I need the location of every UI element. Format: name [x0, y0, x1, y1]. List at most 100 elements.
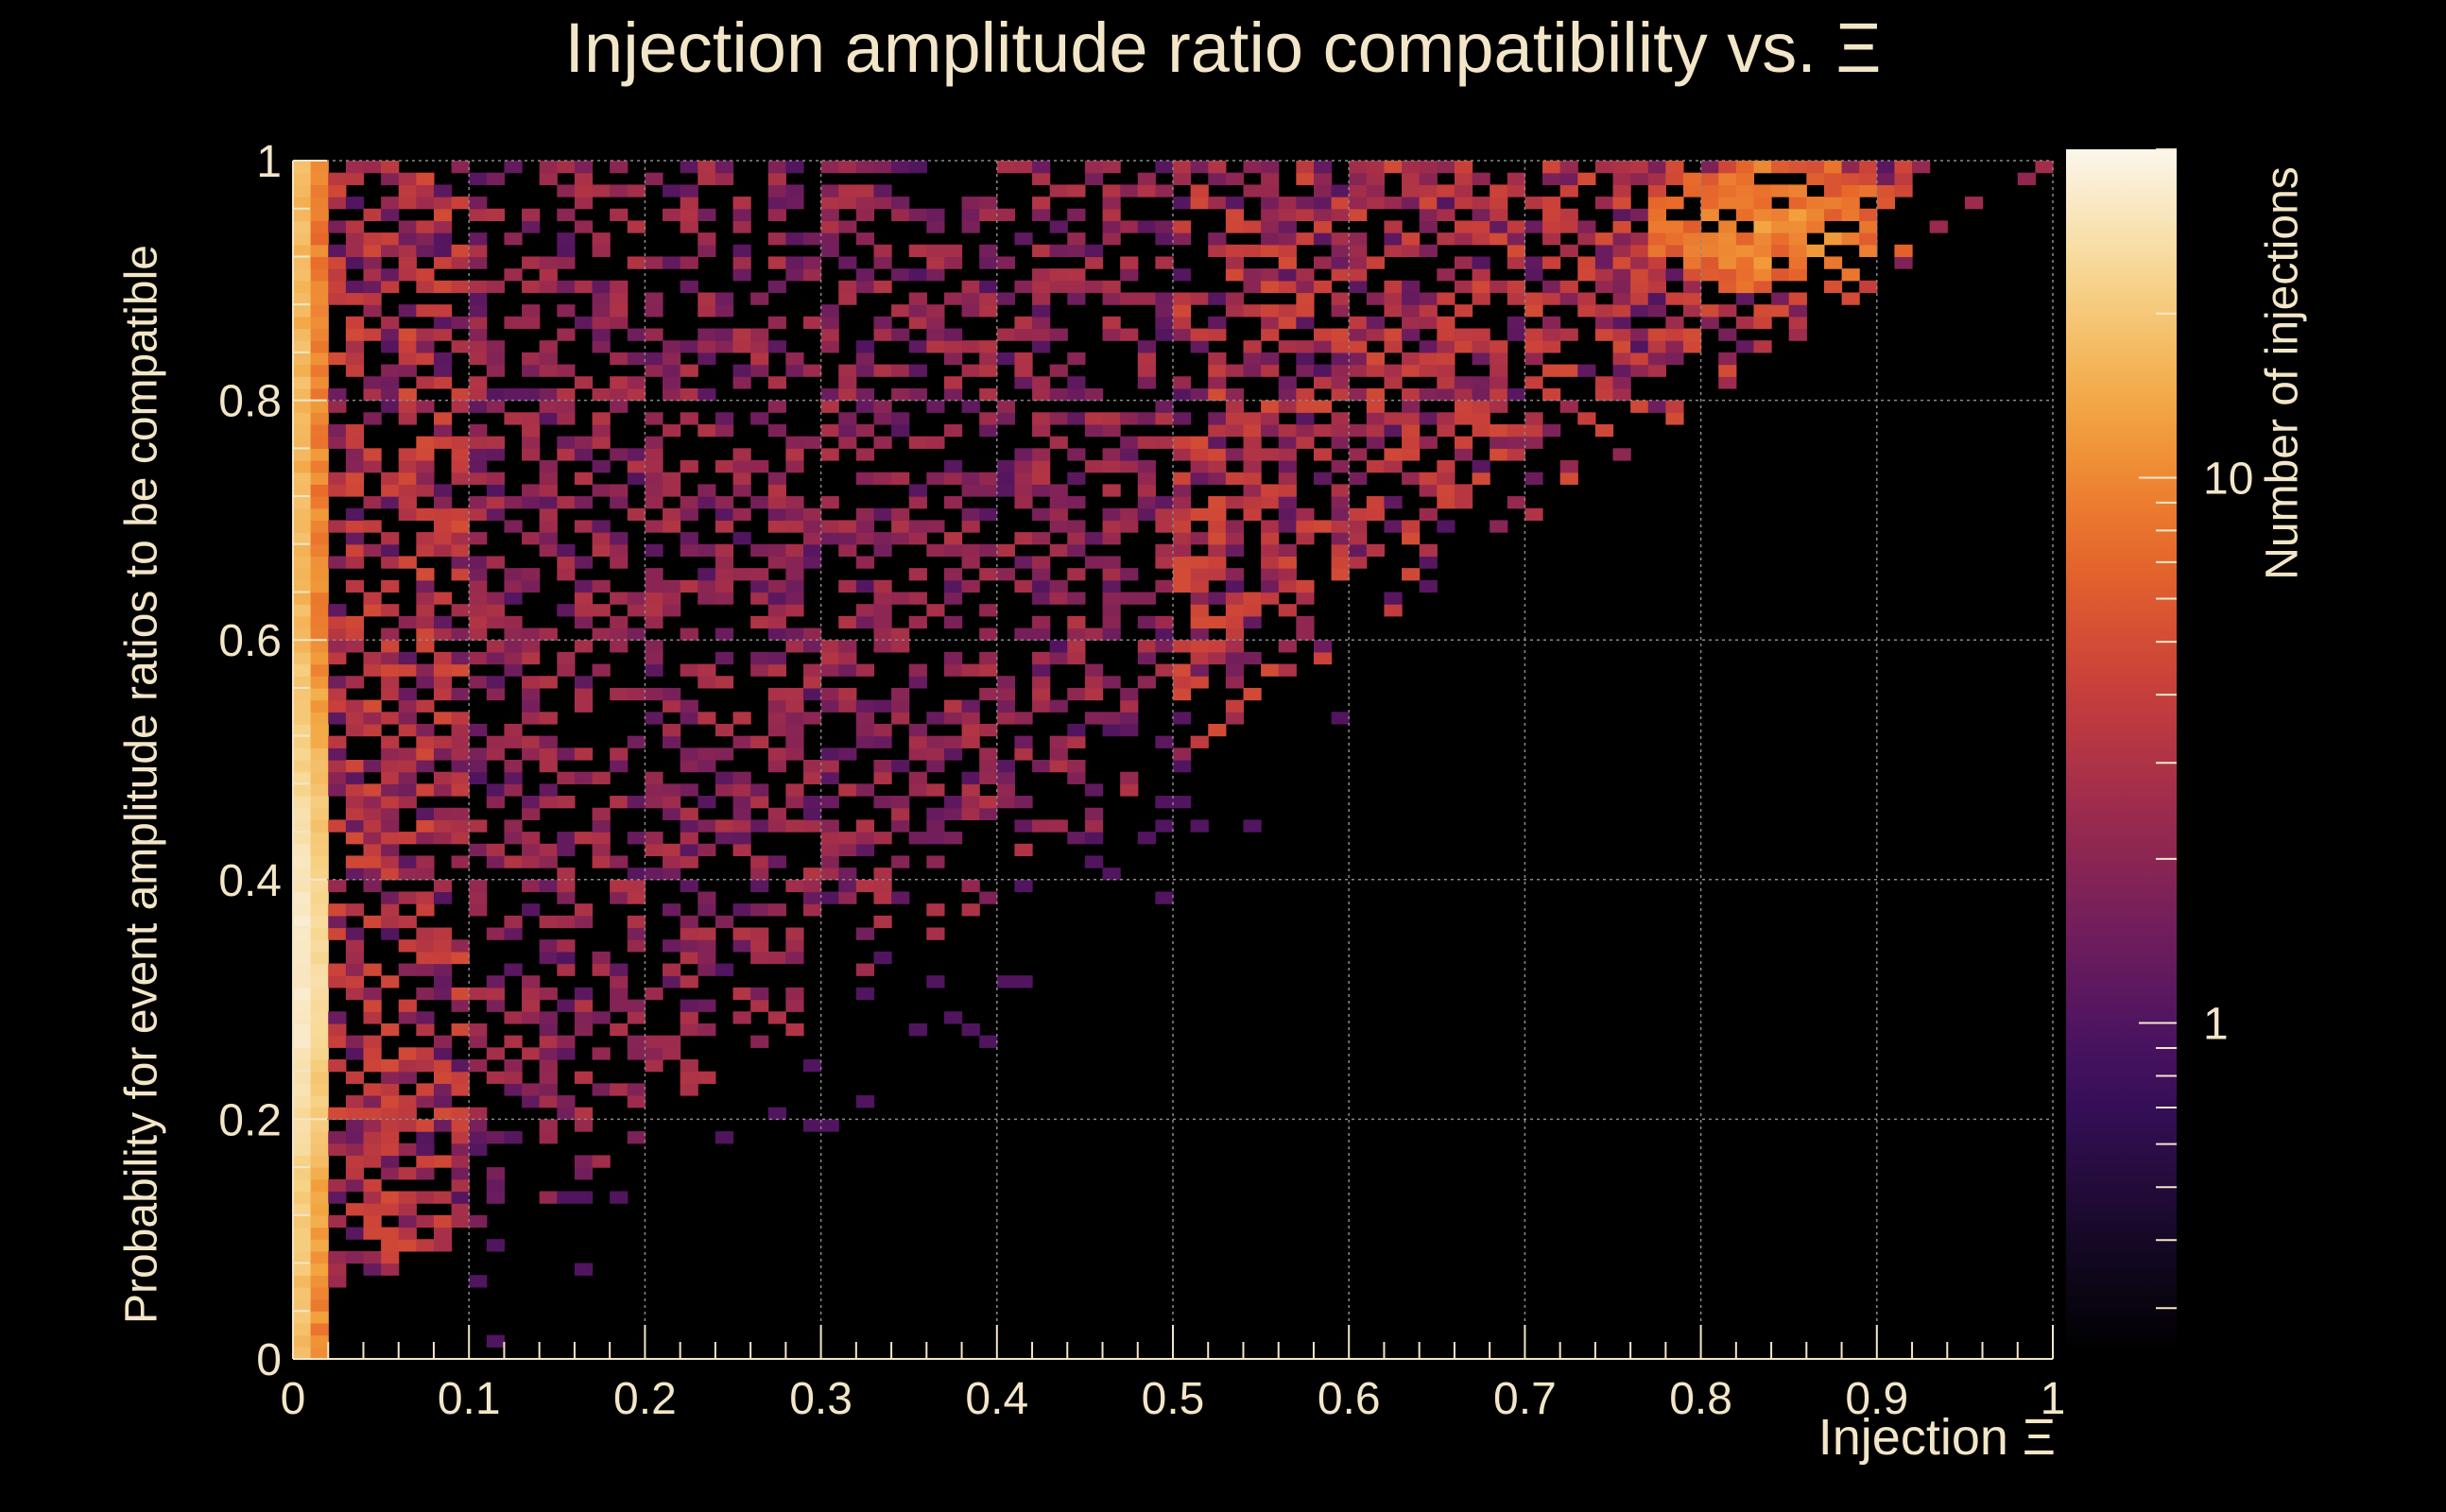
heatmap-cell: [1384, 197, 1403, 210]
heatmap-cell: [785, 783, 804, 797]
heatmap-cell: [979, 796, 998, 809]
heatmap-cell: [1102, 604, 1121, 617]
heatmap-cell: [1402, 412, 1421, 425]
heatmap-cell: [1261, 280, 1280, 294]
heatmap-cell: [1402, 568, 1421, 581]
heatmap-cell: [961, 292, 980, 305]
heatmap-cell: [1120, 520, 1139, 533]
heatmap-cell: [627, 1011, 646, 1024]
heatmap-cell: [345, 256, 365, 269]
heatmap-cell: [1067, 387, 1086, 402]
heatmap-cell: [328, 520, 347, 533]
heatmap-cell: [1402, 280, 1421, 294]
heatmap-cell: [1155, 184, 1174, 198]
heatmap-cell: [1788, 161, 1807, 174]
heatmap-cell: [979, 627, 998, 641]
heatmap-cell: [1190, 663, 1209, 677]
heatmap-cell: [328, 879, 347, 893]
heatmap-cell: [715, 651, 734, 665]
heatmap-cell: [732, 220, 751, 233]
heatmap-cell: [469, 1131, 488, 1144]
heatmap-cell: [750, 651, 769, 665]
heatmap-cell: [926, 400, 945, 413]
heatmap-cell: [1296, 532, 1315, 545]
heatmap-cell: [1454, 412, 1473, 425]
heatmap-cell: [1173, 197, 1192, 210]
heatmap-cell: [310, 1083, 329, 1096]
heatmap-cell: [574, 1119, 594, 1132]
heatmap-cell: [855, 197, 875, 210]
heatmap-cell: [1384, 304, 1403, 318]
heatmap-cell: [1225, 676, 1245, 689]
heatmap-cell: [1594, 316, 1614, 330]
heatmap-cell: [557, 951, 576, 965]
heatmap-cell: [328, 1059, 347, 1073]
heatmap-cell: [943, 651, 963, 665]
heatmap-cell: [451, 1107, 470, 1120]
heatmap-cell: [1067, 615, 1086, 629]
heatmap-cell: [1067, 280, 1086, 294]
heatmap-cell: [1032, 699, 1051, 713]
heatmap-cell: [961, 484, 980, 497]
heatmap-cell: [1771, 292, 1790, 305]
heatmap-cell: [627, 328, 646, 341]
heatmap-cell: [1155, 292, 1174, 305]
heatmap-cell: [1190, 161, 1209, 174]
heatmap-cell: [1437, 268, 1456, 282]
heatmap-cell: [469, 280, 488, 294]
heatmap-cell: [610, 556, 629, 569]
heatmap-cell: [1014, 735, 1033, 748]
heatmap-cell: [310, 1047, 329, 1060]
heatmap-cell: [363, 819, 382, 833]
heatmap-cell: [1067, 412, 1086, 425]
heatmap-cell: [522, 579, 541, 593]
heatmap-cell: [557, 280, 576, 294]
heatmap-cell: [979, 891, 998, 904]
heatmap-cell: [1102, 328, 1121, 341]
heatmap-cell: [328, 1143, 347, 1157]
heatmap-cell: [1402, 232, 1421, 246]
heatmap-cell: [345, 760, 365, 773]
heatmap-cell: [293, 939, 312, 953]
heatmap-cell: [557, 543, 576, 558]
heatmap-cell: [433, 352, 453, 366]
heatmap-cell: [680, 1059, 698, 1073]
heatmap-cell: [698, 843, 716, 857]
heatmap-cell: [363, 1059, 382, 1073]
heatmap-cell: [381, 232, 400, 246]
heatmap-cell: [433, 1071, 453, 1084]
heatmap-cell: [1014, 232, 1033, 246]
heatmap-cell: [363, 651, 382, 665]
heatmap-cell: [433, 328, 453, 341]
heatmap-cell: [1225, 268, 1245, 282]
heatmap-cell: [1647, 364, 1666, 377]
heatmap-cell: [1682, 220, 1702, 233]
heatmap-cell: [698, 1071, 716, 1084]
heatmap-cell: [891, 796, 910, 809]
heatmap-cell: [293, 1322, 312, 1336]
heatmap-cell: [767, 760, 786, 773]
heatmap-cell: [345, 543, 365, 558]
heatmap-cell: [363, 268, 382, 282]
heatmap-cell: [1102, 484, 1121, 497]
heatmap-cell: [345, 316, 365, 330]
heatmap-cell: [293, 760, 312, 773]
heatmap-cell: [663, 472, 681, 485]
heatmap-cell: [363, 855, 382, 868]
heatmap-cell: [820, 184, 839, 198]
heatmap-cell: [469, 592, 488, 605]
heatmap-cell: [715, 543, 734, 558]
heatmap-cell: [1225, 592, 1245, 605]
heatmap-cell: [1454, 197, 1473, 210]
heatmap-cell: [767, 819, 786, 833]
heatmap-cell: [1155, 819, 1174, 833]
heatmap-cell: [996, 256, 1016, 269]
heatmap-cell: [557, 161, 576, 174]
heatmap-cell: [539, 939, 558, 953]
heatmap-cell: [1788, 268, 1807, 282]
heatmap-cell: [1859, 172, 1878, 185]
heatmap-cell: [1454, 220, 1473, 233]
heatmap-cell: [310, 448, 329, 461]
heatmap-cell: [398, 244, 417, 258]
heatmap-cell: [1296, 208, 1315, 221]
